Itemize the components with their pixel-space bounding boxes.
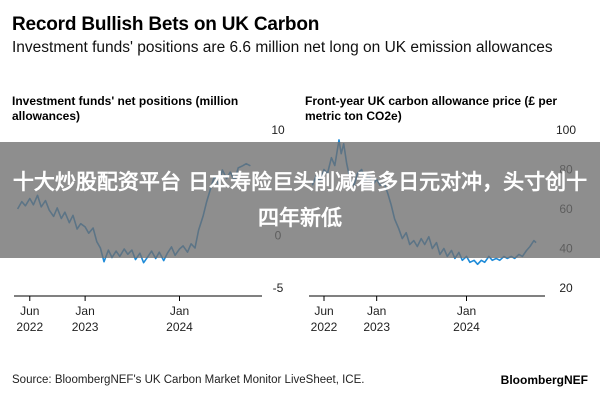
overlay-text: 十大炒股配资平台 日本寿险巨头削减看多日元对冲，头寸创十四年新低 — [12, 170, 588, 230]
x-tick-year-label: 2022 — [16, 320, 43, 334]
x-tick-label: Jan — [170, 304, 189, 318]
source-note: Source: BloombergNEF's UK Carbon Market … — [12, 374, 365, 386]
y-tick-label: 20 — [559, 281, 573, 295]
left-chart-title: Investment funds' net positions (million… — [12, 94, 239, 123]
x-tick-label: Jan — [457, 304, 476, 318]
x-tick-label: Jun — [20, 304, 39, 318]
x-tick-label: Jan — [75, 304, 94, 318]
x-tick-label: Jun — [314, 304, 333, 318]
y-tick-label: 10 — [271, 123, 285, 137]
x-tick-year-label: 2024 — [453, 320, 480, 334]
x-tick-label: Jan — [367, 304, 386, 318]
x-tick-year-label: 2023 — [363, 320, 390, 334]
y-tick-label: -5 — [273, 281, 284, 295]
x-tick-year-label: 2022 — [311, 320, 338, 334]
overlay-banner: 十大炒股配资平台 日本寿险巨头削减看多日元对冲，头寸创十四年新低 — [0, 142, 600, 258]
y-tick-label: 100 — [556, 123, 576, 137]
page-subtitle: Investment funds' positions are 6.6 mill… — [12, 39, 553, 56]
brand-logo: BloombergNEF — [500, 373, 588, 387]
page-title: Record Bullish Bets on UK Carbon — [12, 14, 320, 35]
x-tick-year-label: 2024 — [166, 320, 193, 334]
x-tick-year-label: 2023 — [72, 320, 99, 334]
right-chart-title: Front-year UK carbon allowance price (£ … — [305, 94, 558, 123]
